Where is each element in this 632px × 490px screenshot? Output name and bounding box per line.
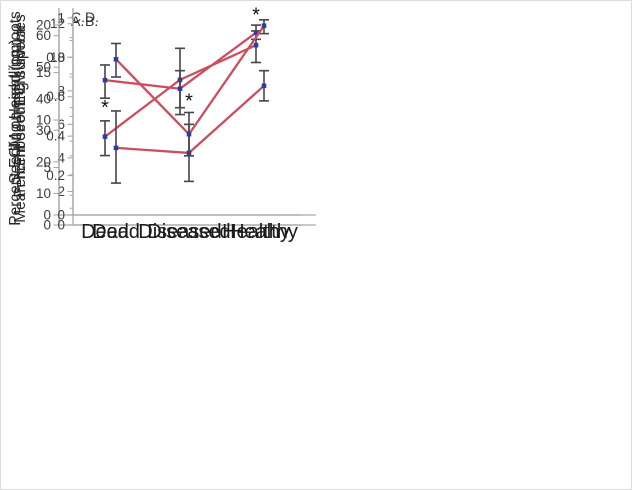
panel-letter: B. — [85, 13, 98, 29]
significance-asterisk: * — [101, 97, 109, 119]
y-tick-label: 0 — [43, 208, 51, 223]
y-tick-label: 10 — [50, 50, 65, 65]
panel-letter: A. — [71, 13, 84, 29]
category-label: Dead — [92, 221, 140, 243]
y-tick-label: 0.2 — [46, 168, 65, 183]
data-point-marker — [261, 83, 267, 89]
y-tick-label: 12 — [50, 16, 65, 31]
significance-asterisk: * — [252, 5, 260, 27]
data-point-marker — [113, 56, 119, 62]
data-point-marker — [113, 145, 119, 151]
data-point-marker — [261, 23, 267, 29]
category-label: Healthy — [222, 221, 290, 243]
data-point-marker — [186, 131, 192, 137]
data-point-marker — [253, 30, 259, 35]
y-tick-label: 15 — [36, 65, 51, 80]
panel-d-seedling-survival-chart: 0 0.2 0.4 0.6 0.8 1 * D. Percent seedling surviv… — [1, 1, 317, 246]
y-tick-label: 1 — [57, 10, 65, 25]
y-tick-label: 30 — [36, 123, 51, 138]
panel-letter: C. — [71, 9, 85, 25]
y-tick-label: 10 — [36, 186, 51, 201]
significance-asterisk: * — [185, 91, 193, 113]
category-label: Healthy — [230, 221, 298, 243]
y-axis-label: Seedling Height (cm) — [7, 39, 24, 184]
y-tick-label: 20 — [36, 154, 51, 169]
category-label: Dead — [81, 221, 129, 243]
y-tick-label: 0.4 — [46, 129, 65, 144]
category-label: Diseased — [147, 221, 230, 243]
panel-b-ecm-species-chart: 0 2 4 6 8 10 12 B. Mean number of ECM species — [1, 1, 317, 246]
y-tick-label: 0 — [57, 218, 65, 233]
y-tick-label: 6 — [57, 117, 65, 132]
panel-letter: D. — [85, 9, 99, 25]
data-point-marker — [253, 42, 259, 48]
y-axis-label: Percent seedling survival — [12, 25, 29, 197]
data-point-marker — [177, 86, 183, 92]
chart-svg: 0 0.2 0.4 0.6 0.8 1 * D. Percent seedling surviv… — [12, 8, 316, 243]
y-tick-label: 2 — [57, 184, 65, 199]
y-tick-label: 50 — [36, 60, 51, 75]
y-tick-label: 0 — [43, 218, 51, 233]
y-tick-label: 0 — [57, 208, 65, 223]
y-tick-label: 20 — [36, 18, 51, 33]
y-tick-label: 0.8 — [46, 50, 65, 65]
y-tick-label: 4 — [57, 150, 65, 165]
data-point-marker — [102, 77, 108, 83]
y-tick-label: 5 — [43, 160, 51, 175]
y-tick-label: 60 — [36, 28, 51, 43]
y-tick-label: 0.6 — [46, 89, 65, 104]
category-label: Diseased — [138, 221, 221, 243]
data-point-marker — [102, 134, 108, 139]
y-axis-label: Mean number of ECM species — [12, 14, 29, 223]
trend-line — [114, 24, 266, 136]
y-tick-label: 10 — [36, 113, 51, 128]
y-tick-label: 8 — [57, 83, 65, 98]
y-axis-label: Percent ECM on seedling roots — [7, 11, 24, 226]
y-tick-label: 40 — [36, 91, 51, 106]
